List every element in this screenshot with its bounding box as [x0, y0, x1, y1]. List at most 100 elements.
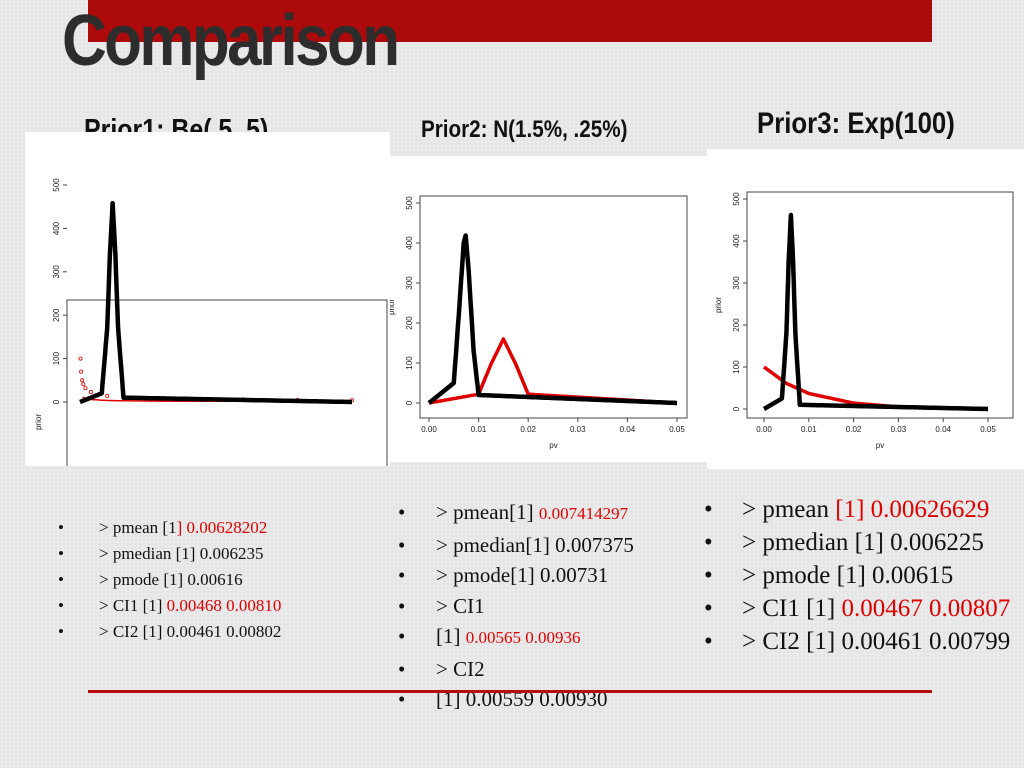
- prior-point: [79, 369, 84, 374]
- y-tick-label: 0: [52, 399, 61, 404]
- prior1-plot-card: 0.000.010.020.030.040.050100200300400500…: [25, 132, 390, 466]
- x-tick-label: 0.03: [891, 425, 907, 434]
- stat-highlight: 0.007414297: [538, 504, 629, 523]
- list-item: • > pmedian[1] 0.007375: [398, 530, 698, 561]
- bullet: •: [398, 563, 406, 587]
- prior-point: [81, 382, 86, 387]
- bullet: •: [398, 624, 406, 648]
- x-tick-label: 0.05: [669, 425, 685, 434]
- x-tick-label: 0.04: [935, 425, 951, 434]
- stat-text: > pmedian [1] 0.006235: [99, 544, 264, 563]
- y-tick-label: 0: [405, 400, 414, 405]
- list-item: • > pmean[1] 0.007414297: [398, 497, 698, 530]
- posterior-curve: [78, 200, 354, 405]
- prior2-plot-card: 0.00 0.01 0.02 0.03 0.04 0.05 0 100 200 300 400 500…: [390, 156, 707, 462]
- prior2-chart: 0.00 0.01 0.02 0.03 0.04 0.05 0 100 200 300 400 500…: [390, 195, 688, 450]
- y-tick-label: 400: [405, 236, 414, 250]
- stat-text: > pmode[1] 0.00731: [436, 563, 609, 587]
- prior2-stats-list: • > pmean[1] 0.007414297 • > pmedian[1] 0.…: [398, 497, 698, 715]
- y-tick-label: 300: [52, 265, 61, 279]
- stat-text: > CI2 [1] 0.00461 0.00799: [742, 628, 1011, 655]
- x-tick-label: 0.03: [570, 425, 586, 434]
- x-tick-label: 0.01: [801, 425, 817, 434]
- y-tick-label: 300: [732, 276, 741, 290]
- stat-text: > pmean[1]: [436, 500, 539, 524]
- list-item: • > pmean [1] 0.00628202: [58, 515, 368, 541]
- stat-text: > pmode [1] 0.00616: [99, 570, 243, 589]
- prior-point: [80, 378, 85, 383]
- bullet: •: [398, 656, 406, 681]
- list-item: • > CI1 [1] 0.00467 0.00807: [704, 596, 1022, 622]
- list-item: • > CI1 [1] 0.00468 0.00810: [58, 593, 368, 619]
- prior3-title: Prior3: Exp(100): [757, 107, 955, 140]
- bullet: •: [398, 687, 406, 711]
- list-item: • > pmode[1] 0.00731: [398, 560, 698, 591]
- y-tick-label: 200: [405, 316, 414, 330]
- prior2-title: Prior2: N(1.5%, .25%): [421, 116, 628, 143]
- bullet: •: [398, 593, 406, 618]
- list-item: • > CI1: [398, 591, 698, 622]
- bullet: •: [398, 532, 406, 557]
- title-accent-bar: [88, 0, 932, 42]
- x-tick-label: 0.04: [620, 425, 636, 434]
- list-item: • > CI2 [1] 0.00461 0.00802: [58, 619, 368, 645]
- y-tick-label: 100: [405, 356, 414, 370]
- bullet: •: [704, 496, 713, 523]
- stat-text: > CI1 [1]: [99, 596, 167, 615]
- y-axis-label: prior: [714, 297, 723, 313]
- bullet: •: [398, 500, 406, 524]
- y-axis-label: prior: [390, 299, 396, 315]
- y-tick-label: 500: [732, 192, 741, 206]
- stat-highlight: ] 0.00628202: [176, 518, 268, 537]
- list-item: • > pmedian [1] 0.006235: [58, 541, 368, 567]
- y-tick-label: 200: [52, 308, 61, 322]
- y-axis-label: prior: [34, 414, 43, 430]
- y-tick-label: 400: [732, 234, 741, 248]
- list-item: • > pmode [1] 0.00616: [58, 567, 368, 593]
- posterior-curve: [762, 212, 990, 412]
- x-tick-label: 0.00: [756, 425, 772, 434]
- x-tick-label: 0.01: [471, 425, 487, 434]
- y-tick-label: 400: [52, 221, 61, 235]
- bullet: •: [58, 570, 64, 589]
- y-tick-label: 0: [732, 406, 741, 411]
- plot-frame: [746, 191, 1014, 419]
- x-tick-label: 0.00: [421, 425, 437, 434]
- list-item: • > pmode [1] 0.00615: [704, 563, 1022, 589]
- bullet: •: [58, 622, 64, 641]
- prior-curve: [427, 337, 679, 405]
- slide-title: Comparison: [62, 1, 400, 81]
- y-tick-label: 200: [732, 318, 741, 332]
- bullet: •: [58, 596, 64, 615]
- stat-highlight: 0.00467 0.00807: [841, 595, 1011, 622]
- list-item: • [1] 0.00559 0.00930: [398, 684, 698, 715]
- y-tick-label: 300: [405, 276, 414, 290]
- list-item: • > CI2 [1] 0.00461 0.00799: [704, 629, 1022, 655]
- bullet: •: [704, 529, 713, 556]
- plot-frame: [66, 299, 388, 466]
- y-tick-label: 100: [52, 351, 61, 365]
- prior-point: [83, 386, 88, 391]
- prior-point: [105, 393, 110, 398]
- prior1-stats-list: • > pmean [1] 0.00628202 • > pmedian [1] 0…: [58, 515, 368, 645]
- prior-point: [78, 356, 83, 361]
- stat-text: > pmean: [742, 496, 836, 523]
- stat-text: > pmedian[1] 0.007375: [436, 532, 634, 557]
- prior1-chart: 0.000.010.020.030.040.050100200300400500…: [34, 178, 388, 466]
- stat-highlight: [1] 0.00626629: [835, 496, 990, 523]
- plot-frame: [419, 195, 688, 419]
- posterior-curve: [427, 233, 679, 406]
- prior3-stats-list: • > pmean [1] 0.00626629 • > pmedian [1] 0…: [704, 497, 1022, 655]
- list-item: • > pmedian [1] 0.006225: [704, 530, 1022, 556]
- stat-text: > pmedian [1] 0.006225: [742, 529, 984, 556]
- stat-text: > CI1: [436, 593, 485, 618]
- stat-highlight: 0.00468 0.00810: [166, 596, 282, 615]
- prior3-plot-card: 0.00 0.01 0.02 0.03 0.04 0.05 0 100 200 300 400 500…: [707, 149, 1024, 469]
- stat-text: > CI2 [1] 0.00461 0.00802: [99, 622, 282, 641]
- x-tick-label: 0.02: [846, 425, 862, 434]
- x-axis-label: pv: [876, 441, 884, 450]
- list-item: • > CI2: [398, 654, 698, 685]
- stat-text: [1]: [436, 624, 466, 648]
- stat-text: > pmean [1: [99, 518, 177, 537]
- bottom-accent-line: [88, 690, 932, 693]
